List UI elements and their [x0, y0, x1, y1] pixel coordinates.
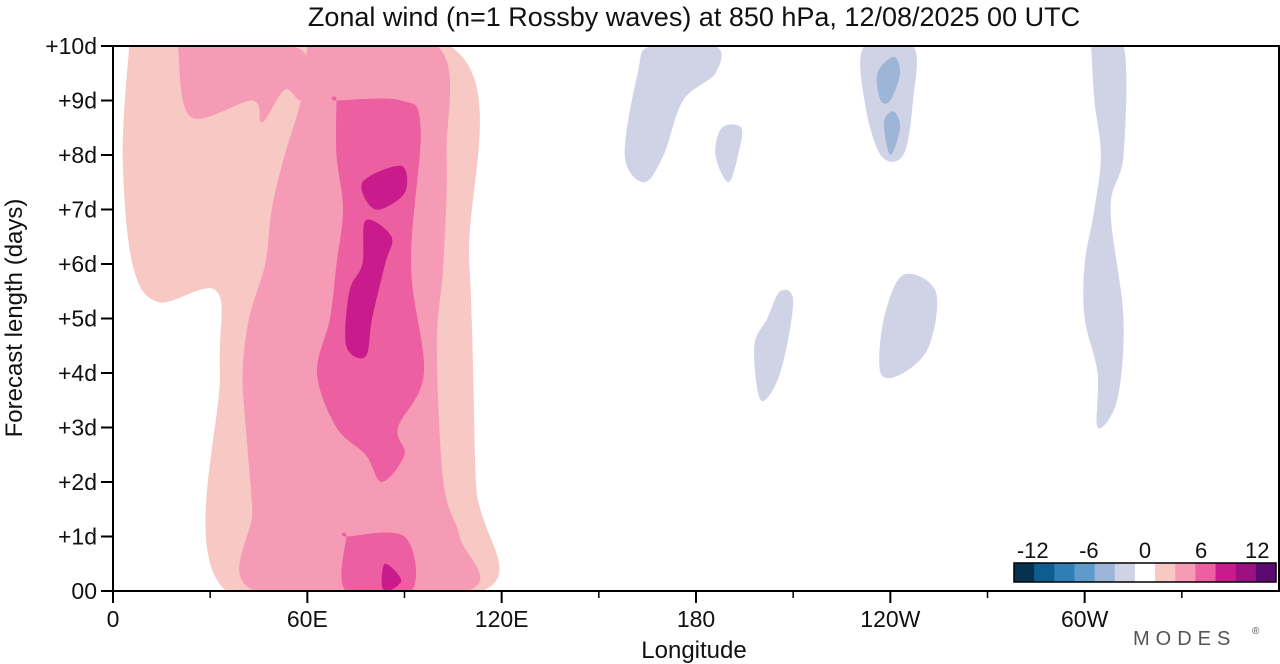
contour-region: [341, 532, 417, 591]
y-tick-label: +4d: [58, 360, 97, 386]
y-tick-label: +3d: [58, 415, 97, 441]
colorbar-swatch: [1054, 563, 1075, 582]
colorbar-label: -12: [1017, 538, 1049, 563]
contour-region: [860, 46, 917, 162]
y-tick-label: +6d: [58, 251, 97, 277]
registered-mark: ®: [1252, 626, 1260, 637]
contour-region: [883, 111, 901, 156]
colorbar-swatch: [1235, 563, 1257, 582]
x-tick-label: 0: [107, 606, 120, 632]
contour-region: [879, 273, 938, 379]
colorbar-label: 0: [1139, 538, 1151, 563]
y-tick-label: +2d: [58, 469, 97, 495]
colorbar: -12 -6 0 6 12: [1013, 538, 1277, 583]
contour-fills: [122, 46, 1149, 591]
colorbar-swatch: [1134, 563, 1156, 582]
x-tick-label: 120E: [475, 606, 529, 632]
colorbar-label: 12: [1245, 538, 1269, 563]
y-axis: 00 +1d +2d +3d +4d +5d +6d +7d +8d +9d +10d: [45, 33, 113, 604]
colorbar-swatch: [1014, 563, 1035, 582]
colorbar-swatch: [1094, 563, 1116, 582]
contour-region: [754, 289, 794, 402]
colorbar-swatch: [1114, 563, 1136, 582]
x-tick-label: 60W: [1061, 606, 1109, 632]
y-axis-label: Forecast length (days): [1, 199, 28, 438]
colorbar-swatch: [1195, 563, 1217, 582]
colorbar-swatch: [1175, 563, 1196, 582]
colorbar-swatch: [1074, 563, 1096, 582]
x-tick-label: 60E: [287, 606, 328, 632]
y-tick-label: +7d: [58, 197, 97, 223]
contour-region: [524, 46, 966, 591]
contour-region: [381, 563, 402, 591]
contour-region: [552, 475, 608, 591]
contour-region: [715, 124, 743, 183]
x-tick-label: 120W: [860, 606, 920, 632]
contour-region: [345, 219, 393, 359]
y-tick-label: +9d: [58, 88, 97, 114]
y-tick-label: +1d: [58, 524, 97, 550]
contour-region: [177, 46, 308, 123]
chart-title: Zonal wind (n=1 Rossby waves) at 850 hPa…: [308, 2, 1080, 32]
colorbar-swatch: [1034, 563, 1055, 582]
colorbar-swatch: [1155, 563, 1176, 582]
contour-region: [624, 46, 722, 183]
colorbar-swatch: [1255, 563, 1277, 582]
plot-area: [112, 45, 1280, 592]
contour-region: [361, 165, 408, 210]
modes-logo: MODES: [1133, 628, 1236, 650]
contour-region: [876, 56, 901, 104]
y-tick-label: +5d: [58, 306, 97, 332]
x-axis-label: Longitude: [641, 637, 746, 664]
colorbar-label: -6: [1079, 538, 1099, 563]
contour-region: [1083, 46, 1127, 429]
x-axis: 0 60E 120E 180 120W 60W: [107, 591, 1183, 632]
x-tick-label: 180: [677, 606, 715, 632]
y-tick-label: +8d: [58, 142, 97, 168]
contour-region: [979, 246, 1097, 591]
y-tick-label: +10d: [45, 33, 97, 59]
colorbar-swatch: [1215, 563, 1237, 582]
y-tick-label: 00: [71, 578, 97, 604]
colorbar-frame: [1013, 562, 1277, 583]
colorbar-label: 6: [1195, 538, 1207, 563]
